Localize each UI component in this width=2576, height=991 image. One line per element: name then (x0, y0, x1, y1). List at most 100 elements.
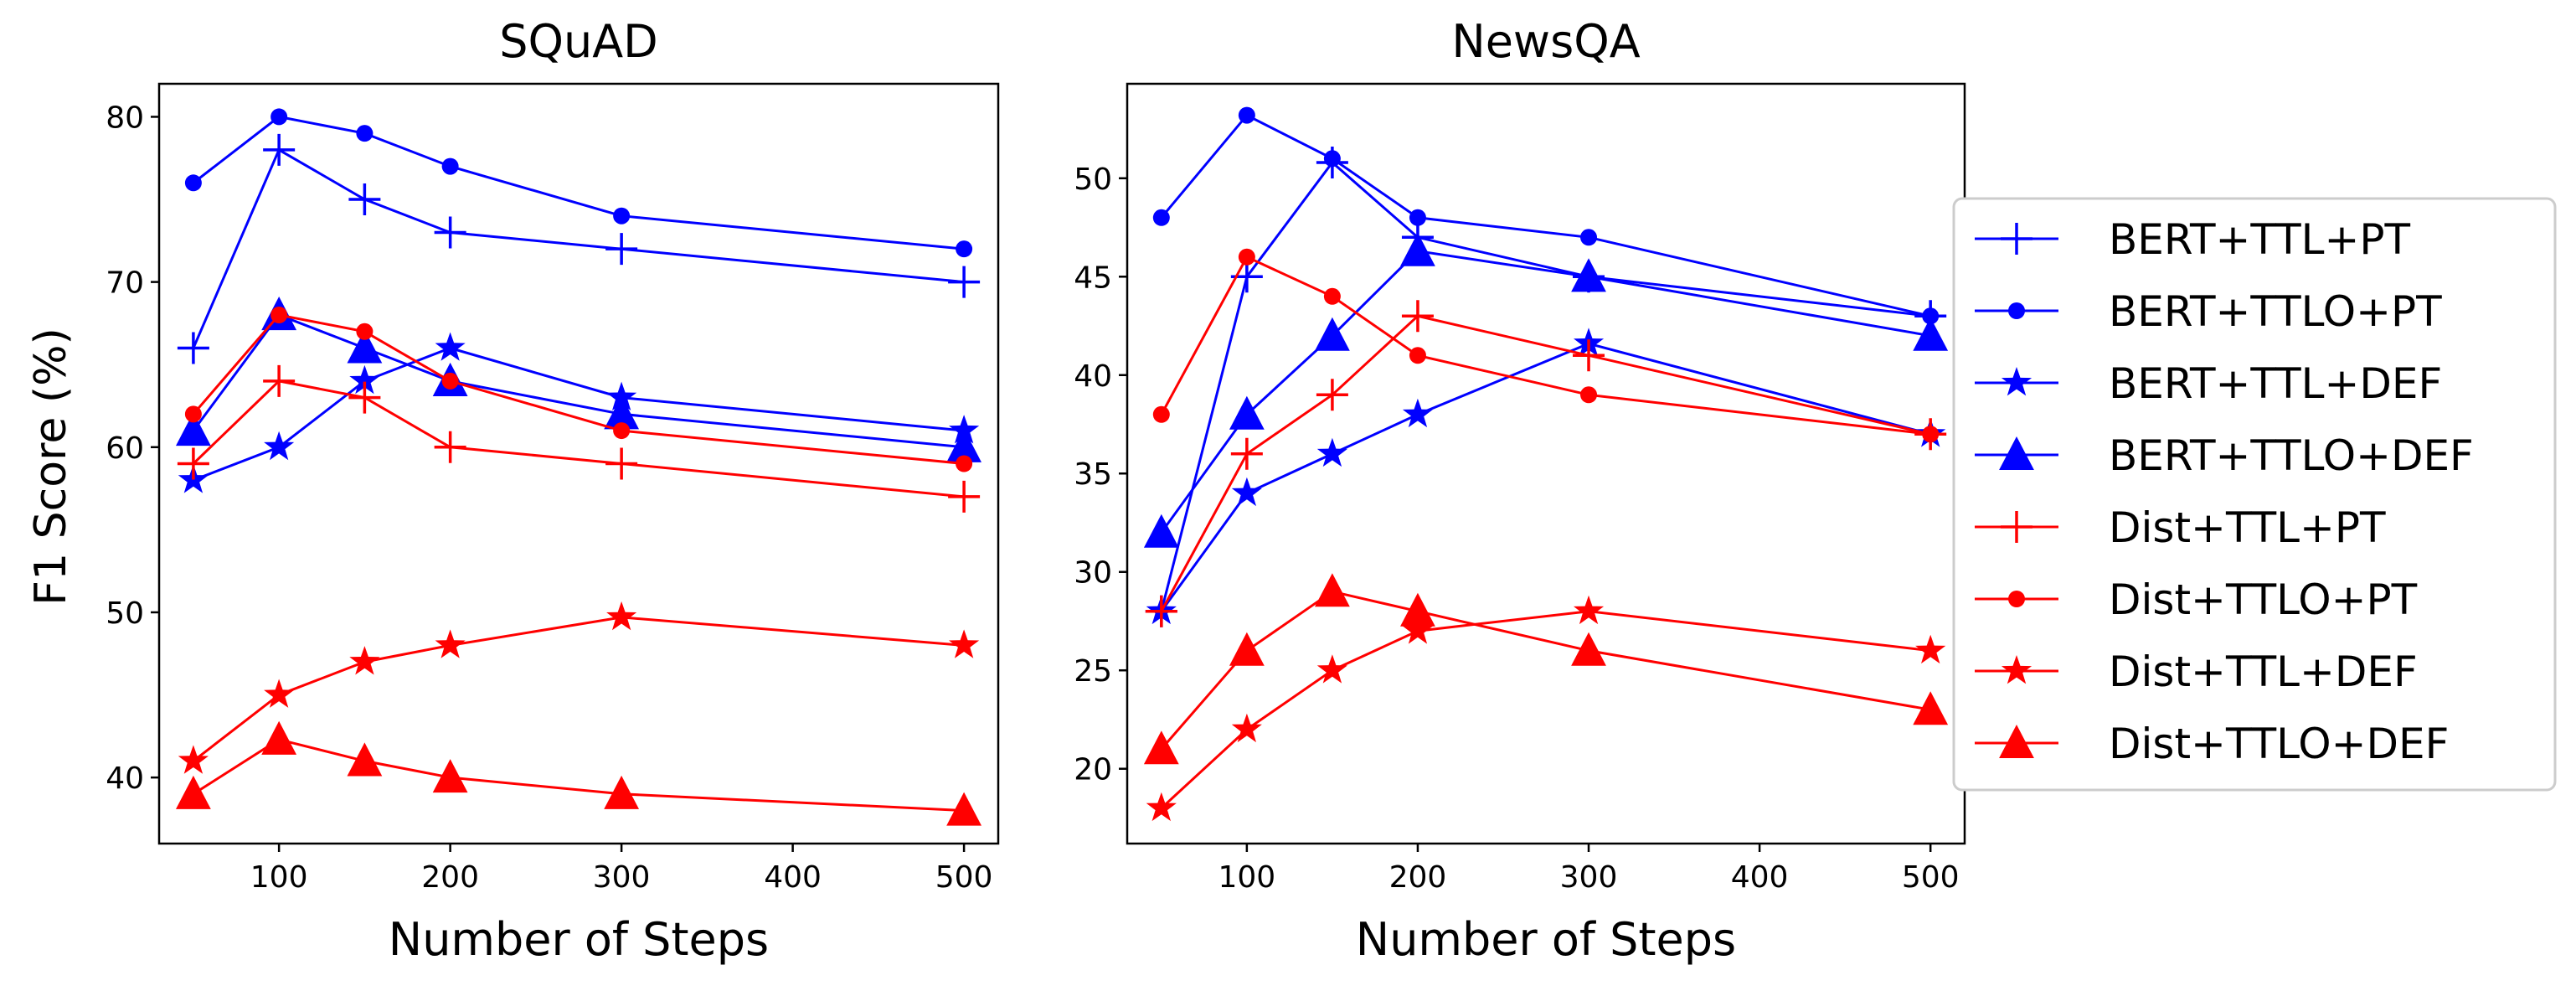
data-point-circle (1580, 386, 1598, 404)
data-point-circle (1323, 287, 1341, 305)
series-bert-ttl-def (178, 332, 980, 493)
series-dist-ttl-pt (1145, 300, 1947, 627)
legend-label: Dist+TTL+PT (2109, 503, 2386, 552)
data-point-triangle (175, 775, 211, 809)
data-point-triangle (946, 428, 982, 462)
legend-entry-bert-ttlo-pt: BERT+TTLO+PT (1975, 287, 2442, 336)
x-tick-label: 200 (421, 860, 479, 895)
y-tick-label: 40 (106, 761, 144, 796)
series-line (192, 313, 965, 465)
series-bert-ttl-pt (1145, 146, 1947, 627)
data-point-triangle (1400, 232, 1435, 266)
squad-title: SQuAD (499, 15, 658, 68)
data-point-circle (1922, 307, 1940, 325)
x-tick-label: 400 (764, 860, 822, 895)
data-point-plus (948, 480, 981, 513)
y-tick-label: 20 (1074, 753, 1112, 787)
squad-panel: SQuAD F1 Score (%) Number of Steps 100 20… (26, 15, 1000, 966)
data-point-triangle (1913, 317, 1949, 351)
data-point-circle (184, 405, 202, 423)
series-dist-ttl-def (178, 601, 980, 774)
legend-marker-star (2001, 655, 2032, 684)
legend-label: Dist+TTL+DEF (2109, 648, 2418, 696)
data-point-circle (356, 323, 374, 340)
data-point-circle (613, 207, 631, 225)
data-point-triangle (347, 742, 383, 777)
data-point-circle (270, 307, 288, 324)
data-point-plus (434, 431, 466, 463)
series-line (1160, 342, 1931, 612)
data-point-triangle (604, 775, 640, 809)
data-point-plus (1230, 437, 1263, 470)
data-point-circle (1409, 347, 1426, 364)
data-point-star (349, 364, 380, 395)
data-point-star (435, 629, 466, 658)
series-line (192, 379, 965, 498)
data-point-circle (270, 108, 288, 126)
y-tick-label: 50 (106, 596, 144, 631)
legend-marker-plus (2001, 223, 2032, 255)
x-tick-label: 200 (1389, 860, 1447, 895)
series-dist-ttlo-pt (1152, 248, 1940, 443)
data-point-triangle (604, 395, 640, 430)
series-line (192, 147, 965, 349)
data-point-plus (605, 447, 638, 480)
data-point-triangle (1571, 258, 1606, 292)
series-line (1160, 590, 1931, 751)
legend-entry-bert-ttlo-def: BERT+TTLO+DEF (1975, 431, 2474, 480)
data-point-circle (1580, 229, 1598, 246)
data-point-circle (441, 372, 459, 390)
data-point-star (1316, 437, 1347, 467)
data-point-star (1574, 595, 1605, 625)
plot-frame (157, 82, 1000, 845)
data-point-circle (356, 125, 374, 142)
legend-marker-plus (2001, 511, 2032, 543)
y-tick-label: 50 (1074, 163, 1112, 197)
newsqa-title: NewsQA (1451, 15, 1640, 68)
data-point-plus (348, 183, 381, 216)
legend-entry-dist-ttlo-pt: Dist+TTLO+PT (1975, 576, 2418, 624)
series-dist-ttl-pt (177, 364, 981, 513)
series-line (1160, 160, 1931, 612)
data-point-plus (1401, 300, 1434, 333)
data-point-plus (1573, 339, 1605, 372)
data-point-circle (184, 174, 202, 192)
data-point-star (606, 601, 637, 631)
data-point-circle (1238, 106, 1255, 124)
data-point-triangle (1229, 395, 1265, 430)
x-tick-label: 500 (935, 860, 993, 895)
data-point-star (1231, 477, 1262, 507)
series-line (1160, 610, 1931, 809)
data-point-circle (1152, 209, 1170, 226)
data-point-triangle (347, 329, 383, 364)
series-bert-ttlo-pt (1152, 106, 1940, 325)
data-point-circle (441, 157, 459, 175)
data-point-circle (1409, 209, 1426, 226)
data-point-circle (956, 455, 973, 472)
y-tick-label: 45 (1074, 261, 1112, 295)
legend-label: Dist+TTLO+DEF (2109, 720, 2449, 768)
series-dist-ttlo-pt (184, 307, 973, 472)
data-point-plus (1145, 595, 1177, 627)
series-dist-ttl-def (1146, 595, 1946, 822)
series-dist-ttlo-def (1143, 573, 1949, 765)
data-point-star (1146, 792, 1177, 822)
y-tick-label: 40 (1074, 359, 1112, 394)
series-line (1160, 255, 1931, 436)
data-point-plus (177, 447, 209, 480)
x-axis-label: Number of Steps (1356, 913, 1736, 966)
legend-entry-bert-ttl-def: BERT+TTL+DEF (1975, 359, 2442, 408)
legend-label: BERT+TTL+PT (2109, 215, 2411, 264)
data-point-triangle (175, 412, 211, 446)
x-tick-label: 400 (1731, 860, 1789, 895)
data-point-triangle (1314, 317, 1350, 351)
series-line (192, 616, 965, 762)
series-line (1160, 250, 1931, 534)
data-point-plus (1316, 379, 1348, 411)
data-point-plus (605, 233, 638, 266)
legend-label: Dist+TTLO+PT (2109, 576, 2418, 624)
series-dist-ttlo-def (175, 720, 982, 826)
x-tick-label: 100 (250, 860, 308, 895)
series-bert-ttlo-pt (184, 108, 973, 258)
newsqa-panel: NewsQA Number of Steps 100 200 300 400 500 20… (1074, 15, 1966, 966)
